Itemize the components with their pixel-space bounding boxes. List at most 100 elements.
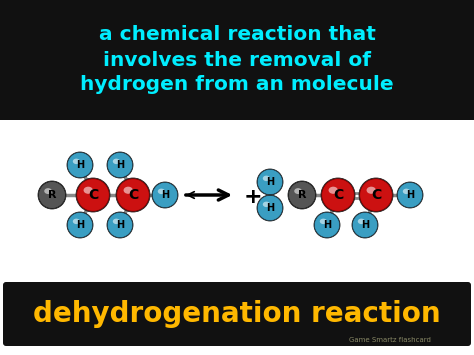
Ellipse shape <box>113 159 120 164</box>
Text: C: C <box>371 188 381 202</box>
Text: C: C <box>333 188 343 202</box>
Circle shape <box>153 183 177 207</box>
Circle shape <box>79 181 107 209</box>
Circle shape <box>258 170 282 194</box>
Circle shape <box>290 183 314 207</box>
Circle shape <box>289 182 315 208</box>
Ellipse shape <box>403 189 410 194</box>
Text: C: C <box>128 188 138 202</box>
Circle shape <box>353 213 377 237</box>
Circle shape <box>107 212 133 238</box>
Text: dehydrogenation reaction: dehydrogenation reaction <box>33 300 441 328</box>
Circle shape <box>77 179 109 211</box>
Circle shape <box>315 213 339 237</box>
Ellipse shape <box>73 159 80 164</box>
Text: H: H <box>116 160 124 170</box>
Circle shape <box>116 178 150 212</box>
Text: C: C <box>88 188 98 202</box>
Circle shape <box>257 195 283 221</box>
Circle shape <box>321 178 355 212</box>
Text: H: H <box>76 220 84 230</box>
Circle shape <box>289 182 315 208</box>
Circle shape <box>288 181 316 209</box>
Circle shape <box>108 153 132 177</box>
Text: R: R <box>48 190 56 200</box>
Circle shape <box>399 184 421 206</box>
Text: Game Smartz flashcard: Game Smartz flashcard <box>349 337 431 343</box>
Ellipse shape <box>328 187 338 194</box>
Circle shape <box>76 178 110 212</box>
Circle shape <box>69 214 91 236</box>
Ellipse shape <box>263 202 270 207</box>
Circle shape <box>259 197 281 219</box>
Circle shape <box>152 182 178 208</box>
Circle shape <box>108 153 132 177</box>
Circle shape <box>68 213 92 237</box>
Circle shape <box>118 181 147 209</box>
Circle shape <box>360 179 392 211</box>
Ellipse shape <box>158 189 165 194</box>
Ellipse shape <box>44 188 52 194</box>
Text: H: H <box>406 190 414 200</box>
Text: R: R <box>298 190 306 200</box>
Circle shape <box>109 154 131 176</box>
Ellipse shape <box>124 187 133 194</box>
Circle shape <box>39 182 65 208</box>
Circle shape <box>398 183 422 207</box>
Circle shape <box>67 212 93 238</box>
Circle shape <box>153 183 177 207</box>
Circle shape <box>118 179 149 211</box>
Circle shape <box>359 178 393 212</box>
Circle shape <box>322 179 354 211</box>
Bar <box>0 0 474 120</box>
Circle shape <box>109 214 131 236</box>
Ellipse shape <box>263 176 270 181</box>
Circle shape <box>40 183 64 207</box>
Circle shape <box>362 181 390 209</box>
Circle shape <box>108 213 132 237</box>
Circle shape <box>258 196 282 220</box>
Circle shape <box>68 213 92 237</box>
Circle shape <box>354 214 376 236</box>
Circle shape <box>39 182 65 208</box>
Circle shape <box>352 212 378 238</box>
Ellipse shape <box>73 219 80 224</box>
Text: H: H <box>266 203 274 213</box>
Circle shape <box>314 212 340 238</box>
Circle shape <box>68 153 92 177</box>
Circle shape <box>67 152 93 178</box>
Circle shape <box>316 214 338 236</box>
Ellipse shape <box>83 187 93 194</box>
Circle shape <box>69 154 91 176</box>
Circle shape <box>154 184 176 206</box>
Circle shape <box>322 179 354 211</box>
Circle shape <box>108 213 132 237</box>
Circle shape <box>360 179 392 211</box>
Circle shape <box>118 179 149 211</box>
Ellipse shape <box>320 219 327 224</box>
Text: H: H <box>266 177 274 187</box>
Circle shape <box>257 169 283 195</box>
Circle shape <box>258 170 282 194</box>
Circle shape <box>397 182 423 208</box>
Text: H: H <box>161 190 169 200</box>
Circle shape <box>77 179 109 211</box>
Circle shape <box>324 181 352 209</box>
Circle shape <box>398 183 422 207</box>
Circle shape <box>259 171 281 193</box>
Text: +: + <box>244 187 262 207</box>
Ellipse shape <box>113 219 120 224</box>
Ellipse shape <box>294 188 302 194</box>
Ellipse shape <box>366 187 376 194</box>
Ellipse shape <box>358 219 365 224</box>
Circle shape <box>38 181 66 209</box>
Circle shape <box>353 213 377 237</box>
Text: H: H <box>76 160 84 170</box>
Text: H: H <box>323 220 331 230</box>
Text: H: H <box>116 220 124 230</box>
Circle shape <box>68 153 92 177</box>
Text: a chemical reaction that
involves the removal of
hydrogen from an molecule: a chemical reaction that involves the re… <box>80 26 394 94</box>
Circle shape <box>315 213 339 237</box>
Circle shape <box>258 196 282 220</box>
Text: H: H <box>361 220 369 230</box>
